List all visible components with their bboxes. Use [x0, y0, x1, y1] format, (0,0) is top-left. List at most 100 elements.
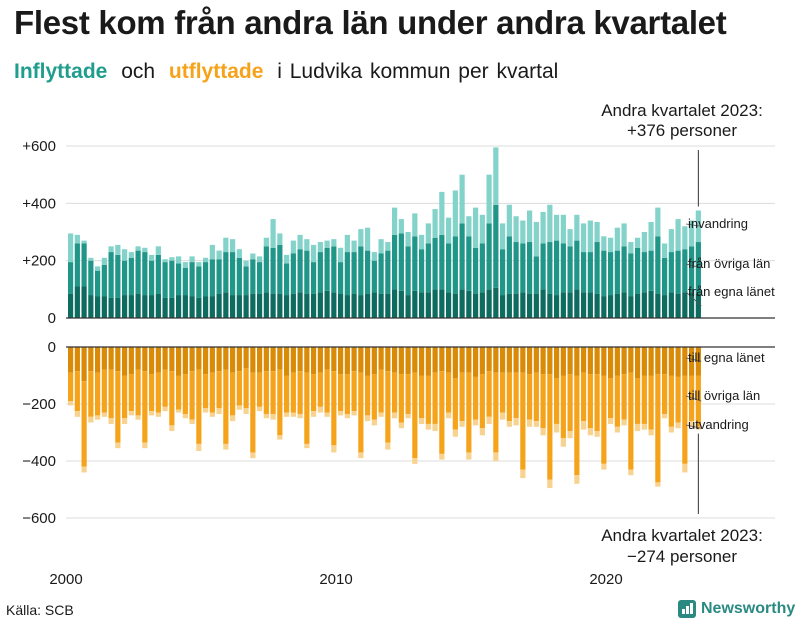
bar-in-från-övriga-län: [317, 252, 323, 293]
bar-in-från-övriga-län: [446, 243, 452, 293]
bar-out-utvandring: [655, 482, 661, 487]
bar-in-invandring: [655, 207, 661, 237]
bar-in-från-övriga-län: [68, 262, 74, 294]
bar-in-invandring: [277, 233, 283, 245]
bar-out-till-egna-länet: [95, 347, 101, 373]
bar-out-till-egna-länet: [324, 347, 330, 370]
bar-in-invandring: [101, 257, 107, 265]
bar-out-till-egna-länet: [68, 347, 74, 373]
bar-out-till-egna-länet: [378, 347, 384, 370]
bar-in-från-övriga-län: [662, 257, 668, 296]
bar-out-till-egna-länet: [560, 347, 566, 376]
bar-out-till-övriga-län: [189, 371, 195, 420]
bar-out-utvandring: [223, 443, 229, 450]
bar-in-från-övriga-län: [128, 257, 134, 296]
bar-in-invandring: [648, 221, 654, 251]
bar-in-från-egna-länet: [196, 297, 202, 318]
bar-in-invandring: [142, 247, 148, 253]
bar-in-invandring: [527, 210, 533, 243]
bar-in-från-egna-länet: [155, 293, 161, 318]
bar-out-utvandring: [189, 419, 195, 424]
bar-out-till-egna-länet: [412, 347, 418, 373]
bar-in-från-övriga-län: [533, 256, 539, 294]
bar-out-till-övriga-län: [473, 376, 479, 420]
bar-in-från-övriga-län: [500, 249, 506, 296]
bar-in-invandring: [176, 256, 182, 264]
bar-in-från-egna-länet: [682, 292, 688, 318]
bar-out-till-övriga-län: [122, 375, 128, 419]
bar-in-invandring: [682, 226, 688, 250]
bar-in-från-övriga-län: [473, 247, 479, 294]
bar-out-till-övriga-län: [392, 372, 398, 413]
bar-out-till-övriga-län: [155, 372, 161, 413]
bar-in-från-egna-länet: [581, 292, 587, 318]
bar-out-till-egna-länet: [115, 347, 121, 372]
bar-out-utvandring: [601, 463, 607, 470]
bar-out-till-övriga-län: [459, 372, 465, 422]
bar-in-invandring: [108, 246, 114, 253]
bar-out-utvandring: [594, 431, 600, 437]
bar-out-utvandring: [479, 428, 485, 436]
bar-in-från-övriga-län: [520, 243, 526, 293]
bar-out-utvandring: [284, 412, 290, 417]
bar-in-invandring: [344, 234, 350, 253]
bar-out-utvandring: [243, 408, 249, 414]
bar-out-till-övriga-län: [344, 374, 350, 414]
bar-in-invandring: [621, 223, 627, 247]
bar-in-från-egna-länet: [189, 296, 195, 318]
bar-out-till-övriga-län: [142, 371, 148, 443]
bar-in-från-egna-länet: [149, 295, 155, 318]
bar-in-från-egna-länet: [419, 292, 425, 318]
bar-in-invandring: [338, 247, 344, 263]
bar-in-från-egna-länet: [493, 287, 499, 318]
bar-in-invandring: [614, 227, 620, 251]
bar-out-till-egna-länet: [277, 347, 283, 370]
bar-out-till-egna-länet: [358, 347, 364, 373]
bar-out-utvandring: [682, 463, 688, 473]
bar-in-invandring: [243, 260, 249, 267]
bar-out-till-egna-länet: [648, 347, 654, 376]
bar-out-till-övriga-län: [648, 375, 654, 430]
bar-in-från-egna-länet: [135, 293, 141, 318]
bar-out-till-egna-länet: [527, 347, 533, 375]
bar-in-från-egna-länet: [452, 293, 458, 318]
bar-out-utvandring: [648, 429, 654, 436]
bar-in-invandring: [135, 246, 141, 251]
bar-in-från-övriga-län: [95, 270, 101, 297]
bar-in-från-egna-länet: [432, 289, 438, 318]
bar-out-utvandring: [520, 469, 526, 479]
bar-out-till-övriga-län: [419, 375, 425, 419]
bar-in-invandring: [601, 236, 607, 251]
bar-in-från-egna-länet: [392, 289, 398, 318]
bar-in-invandring: [459, 174, 465, 224]
bar-in-från-övriga-län: [223, 252, 229, 293]
bar-in-från-egna-länet: [128, 295, 134, 318]
bar-out-till-egna-länet: [216, 347, 222, 372]
bar-in-från-egna-länet: [533, 293, 539, 318]
bar-out-till-övriga-län: [533, 372, 539, 422]
bar-out-utvandring: [446, 412, 452, 419]
bar-out-till-egna-länet: [250, 347, 256, 373]
bar-in-från-övriga-län: [452, 236, 458, 294]
bar-out-till-övriga-län: [74, 371, 80, 412]
bar-in-från-egna-länet: [500, 295, 506, 318]
bar-in-invandring: [297, 234, 303, 250]
bar-in-från-egna-länet: [479, 292, 485, 318]
bar-out-till-egna-länet: [486, 347, 492, 372]
bar-in-från-egna-länet: [230, 295, 236, 318]
bar-in-invandring: [479, 214, 485, 244]
bar-out-utvandring: [338, 411, 344, 416]
bar-out-utvandring: [81, 466, 87, 473]
bar-in-från-egna-länet: [311, 293, 317, 318]
bar-out-till-övriga-län: [493, 372, 499, 453]
bar-in-invandring: [169, 257, 175, 261]
y-tick-label: −600: [22, 510, 56, 527]
bar-in-från-egna-länet: [547, 293, 553, 318]
bar-in-från-övriga-län: [284, 263, 290, 296]
bar-out-till-egna-länet: [223, 347, 229, 370]
bar-in-från-övriga-län: [493, 204, 499, 288]
bar-out-till-egna-länet: [182, 347, 188, 375]
bar-in-från-övriga-län: [621, 246, 627, 293]
bar-in-från-egna-länet: [95, 296, 101, 318]
bar-in-från-egna-länet: [115, 297, 121, 318]
